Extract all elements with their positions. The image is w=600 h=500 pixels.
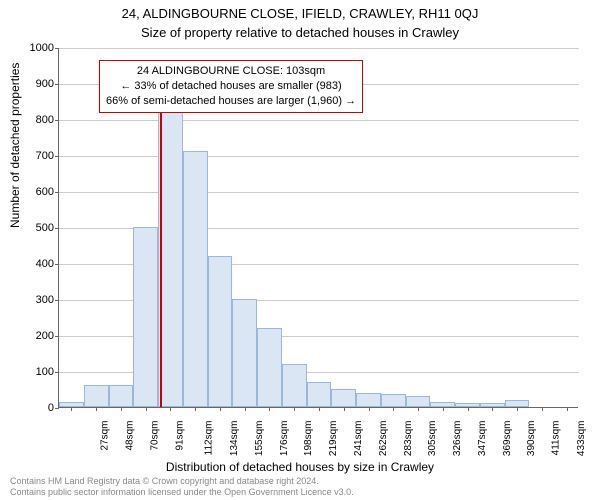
histogram-bar bbox=[232, 299, 257, 407]
histogram-chart: 0100200300400500600700800900100027sqm48s… bbox=[58, 48, 578, 408]
xtick-mark bbox=[294, 407, 295, 411]
xtick-label: 155sqm bbox=[254, 421, 265, 457]
xtick-label: 390sqm bbox=[526, 421, 537, 457]
histogram-bar bbox=[381, 394, 406, 407]
histogram-bar bbox=[356, 393, 381, 407]
ytick-mark bbox=[55, 336, 59, 337]
xtick-label: 241sqm bbox=[353, 421, 364, 457]
xtick-label: 411sqm bbox=[550, 421, 561, 456]
gridline bbox=[59, 120, 579, 121]
xtick-label: 48sqm bbox=[125, 421, 136, 451]
xtick-mark bbox=[319, 407, 320, 411]
page-title: 24, ALDINGBOURNE CLOSE, IFIELD, CRAWLEY,… bbox=[0, 0, 600, 21]
histogram-bar bbox=[208, 256, 233, 407]
histogram-bar bbox=[109, 385, 134, 407]
ytick-mark bbox=[55, 48, 59, 49]
xtick-label: 70sqm bbox=[149, 421, 160, 451]
ytick-mark bbox=[55, 228, 59, 229]
xtick-label: 347sqm bbox=[477, 421, 488, 457]
ytick-mark bbox=[55, 372, 59, 373]
footer-line-2: Contains public sector information licen… bbox=[10, 487, 354, 498]
xtick-label: 369sqm bbox=[502, 421, 513, 457]
xtick-mark bbox=[146, 407, 147, 411]
xtick-label: 262sqm bbox=[378, 421, 389, 457]
gridline bbox=[59, 48, 579, 49]
marker-line bbox=[160, 108, 162, 407]
xtick-mark bbox=[170, 407, 171, 411]
xtick-mark bbox=[567, 407, 568, 411]
xtick-mark bbox=[492, 407, 493, 411]
xtick-mark bbox=[393, 407, 394, 411]
ytick-mark bbox=[55, 300, 59, 301]
ytick-label: 300 bbox=[24, 294, 54, 306]
histogram-bar bbox=[84, 385, 109, 407]
annotation-line: 24 ALDINGBOURNE CLOSE: 103sqm bbox=[106, 64, 356, 79]
ytick-label: 900 bbox=[24, 78, 54, 90]
footer-attribution: Contains HM Land Registry data © Crown c… bbox=[10, 476, 354, 498]
ytick-label: 100 bbox=[24, 366, 54, 378]
xtick-mark bbox=[418, 407, 419, 411]
ytick-label: 200 bbox=[24, 330, 54, 342]
xtick-mark bbox=[542, 407, 543, 411]
gridline bbox=[59, 156, 579, 157]
histogram-bar bbox=[331, 389, 356, 407]
xtick-label: 112sqm bbox=[204, 421, 215, 456]
ytick-mark bbox=[55, 264, 59, 265]
histogram-bar bbox=[505, 400, 530, 407]
xtick-mark bbox=[96, 407, 97, 411]
xtick-label: 176sqm bbox=[279, 421, 290, 457]
ytick-mark bbox=[55, 408, 59, 409]
xtick-label: 219sqm bbox=[328, 421, 339, 457]
xtick-mark bbox=[121, 407, 122, 411]
xtick-mark bbox=[71, 407, 72, 411]
xtick-label: 283sqm bbox=[403, 421, 414, 457]
ytick-mark bbox=[55, 156, 59, 157]
xtick-mark bbox=[468, 407, 469, 411]
x-axis-label: Distribution of detached houses by size … bbox=[0, 460, 600, 474]
annotation-line: 66% of semi-detached houses are larger (… bbox=[106, 94, 356, 109]
histogram-bar bbox=[133, 227, 158, 407]
histogram-bar bbox=[257, 328, 282, 407]
xtick-label: 433sqm bbox=[576, 421, 587, 457]
page-subtitle: Size of property relative to detached ho… bbox=[0, 21, 600, 40]
histogram-bar bbox=[307, 382, 332, 407]
ytick-label: 0 bbox=[24, 402, 54, 414]
ytick-label: 800 bbox=[24, 114, 54, 126]
xtick-label: 27sqm bbox=[100, 421, 111, 451]
xtick-mark bbox=[220, 407, 221, 411]
ytick-mark bbox=[55, 192, 59, 193]
xtick-mark bbox=[344, 407, 345, 411]
ytick-label: 700 bbox=[24, 150, 54, 162]
ytick-label: 600 bbox=[24, 186, 54, 198]
y-axis-label: Number of detached properties bbox=[8, 63, 22, 228]
xtick-label: 198sqm bbox=[304, 421, 315, 457]
gridline bbox=[59, 192, 579, 193]
footer-line-1: Contains HM Land Registry data © Crown c… bbox=[10, 476, 354, 487]
ytick-mark bbox=[55, 120, 59, 121]
plot-area: 0100200300400500600700800900100027sqm48s… bbox=[58, 48, 578, 408]
histogram-bar bbox=[158, 108, 183, 407]
annotation-box: 24 ALDINGBOURNE CLOSE: 103sqm← 33% of de… bbox=[99, 60, 363, 113]
xtick-mark bbox=[369, 407, 370, 411]
xtick-mark bbox=[443, 407, 444, 411]
xtick-label: 305sqm bbox=[427, 421, 438, 457]
ytick-mark bbox=[55, 84, 59, 85]
histogram-bar bbox=[282, 364, 307, 407]
xtick-label: 134sqm bbox=[229, 421, 240, 457]
xtick-label: 326sqm bbox=[452, 421, 463, 457]
histogram-bar bbox=[183, 151, 208, 407]
ytick-label: 1000 bbox=[24, 42, 54, 54]
histogram-bar bbox=[406, 396, 431, 407]
ytick-label: 400 bbox=[24, 258, 54, 270]
xtick-mark bbox=[195, 407, 196, 411]
ytick-label: 500 bbox=[24, 222, 54, 234]
xtick-label: 91sqm bbox=[174, 421, 185, 451]
xtick-mark bbox=[269, 407, 270, 411]
annotation-line: ← 33% of detached houses are smaller (98… bbox=[106, 79, 356, 94]
xtick-mark bbox=[245, 407, 246, 411]
xtick-mark bbox=[517, 407, 518, 411]
